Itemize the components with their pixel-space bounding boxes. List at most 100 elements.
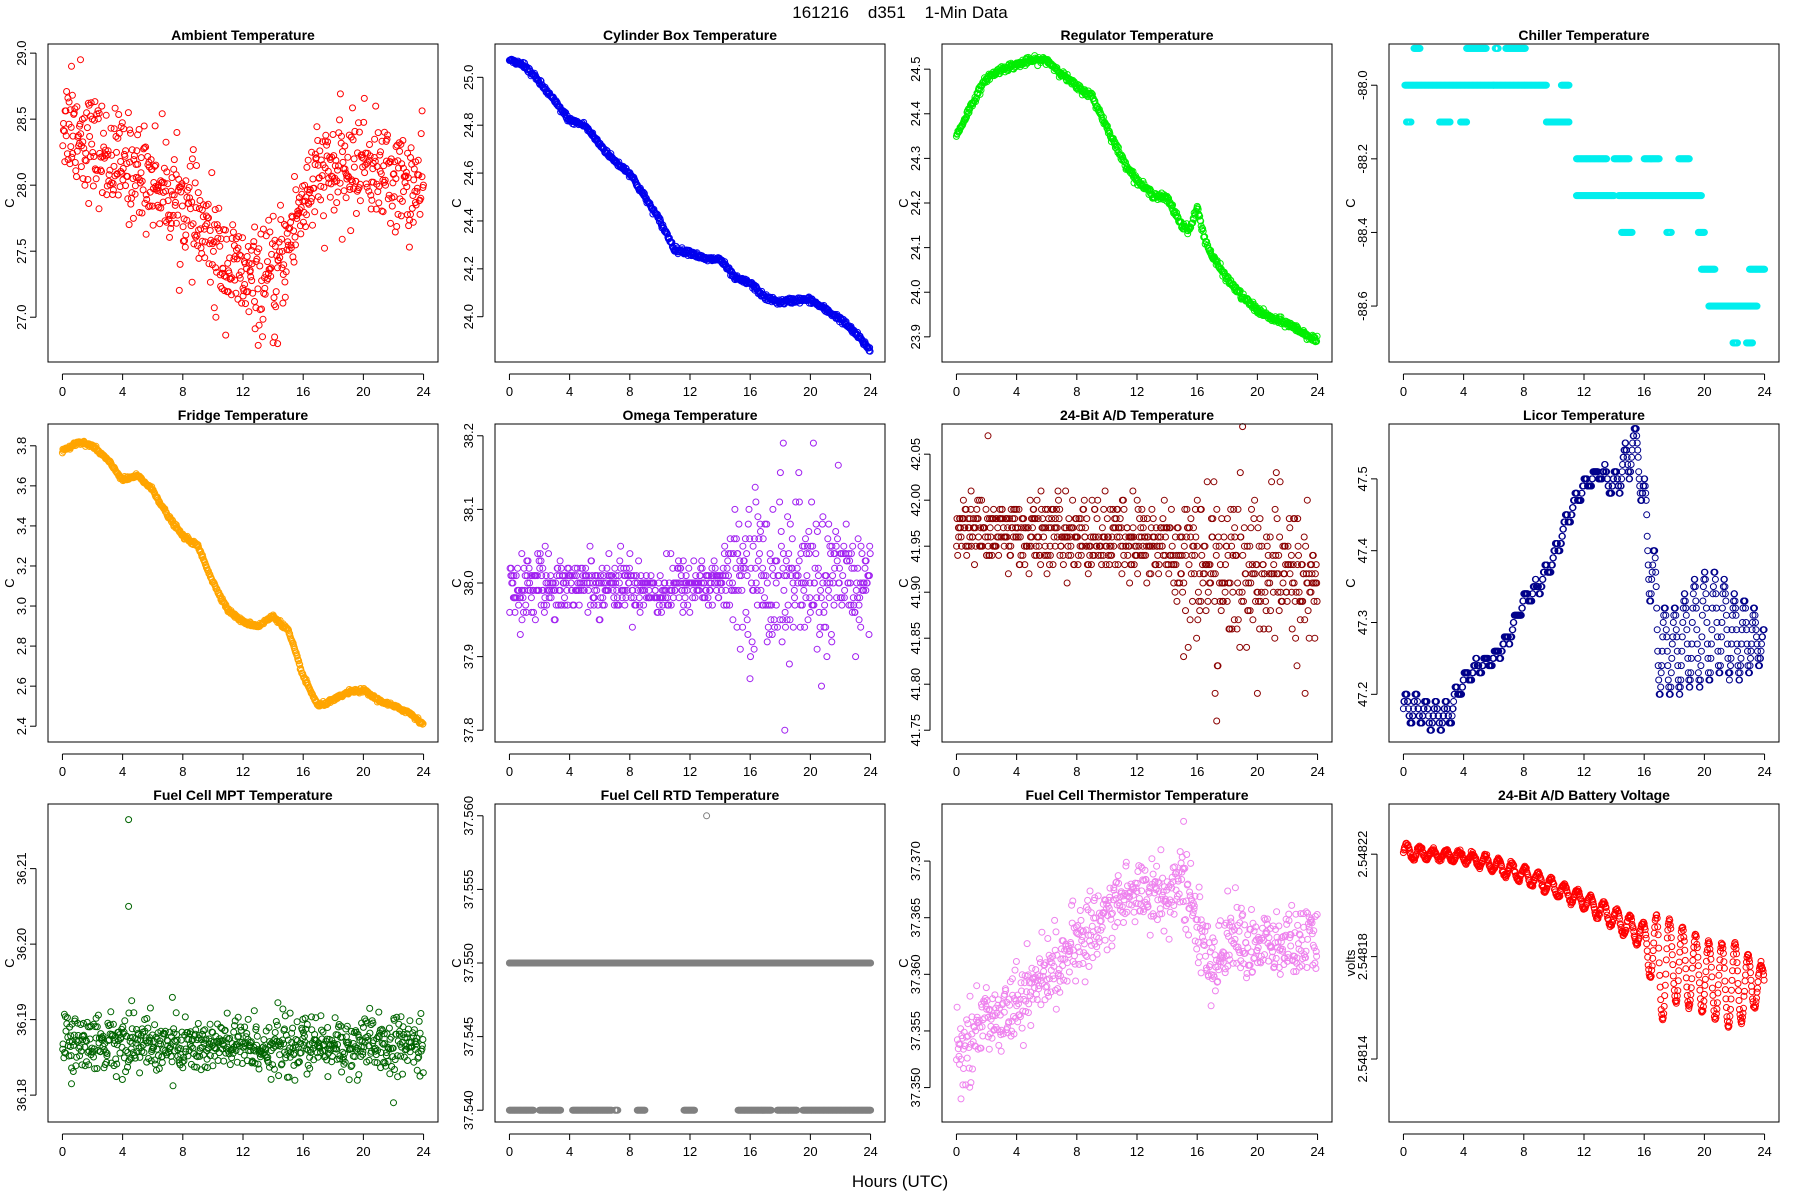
data-point bbox=[69, 132, 77, 140]
y-tick-label: 2.8 bbox=[14, 637, 29, 655]
x-tick-label: 12 bbox=[683, 384, 697, 399]
data-point bbox=[994, 524, 1002, 532]
data-point bbox=[83, 109, 91, 117]
data-point bbox=[193, 162, 200, 169]
data-point bbox=[349, 136, 357, 144]
data-point bbox=[216, 242, 224, 250]
data-point bbox=[89, 182, 97, 190]
data-point bbox=[78, 115, 86, 123]
data-point bbox=[238, 299, 246, 307]
data-point bbox=[266, 265, 274, 273]
data-point bbox=[176, 183, 184, 191]
data-point bbox=[352, 210, 360, 217]
x-axis: 0 4 8 12 16 20 24 bbox=[506, 373, 878, 399]
data-point bbox=[403, 183, 411, 191]
x-tick-label: 12 bbox=[236, 384, 250, 399]
data-point bbox=[279, 299, 287, 307]
data-point bbox=[1055, 515, 1063, 523]
data-point bbox=[206, 240, 214, 248]
data-point bbox=[127, 129, 134, 137]
data-point bbox=[522, 601, 530, 609]
data-point bbox=[374, 129, 382, 137]
data-point bbox=[292, 186, 300, 194]
data-point bbox=[206, 227, 214, 234]
data-point bbox=[212, 313, 220, 321]
data-point bbox=[291, 173, 298, 180]
data-point bbox=[179, 223, 187, 231]
data-point bbox=[365, 187, 373, 195]
data-point bbox=[786, 520, 794, 528]
x-tick-label: 0 bbox=[506, 384, 513, 399]
data-point bbox=[137, 154, 145, 162]
data-point bbox=[67, 143, 75, 151]
x-tick-label: 12 bbox=[683, 764, 697, 779]
data-point bbox=[309, 175, 317, 183]
data-point bbox=[1043, 570, 1051, 578]
data-point bbox=[308, 148, 316, 156]
data-point bbox=[205, 214, 212, 222]
data-point bbox=[405, 243, 413, 251]
data-point bbox=[299, 218, 307, 226]
data-point bbox=[191, 179, 199, 187]
data-point bbox=[266, 228, 274, 236]
data-point bbox=[202, 202, 210, 210]
data-point bbox=[317, 182, 325, 190]
data-point bbox=[172, 198, 179, 206]
data-point bbox=[236, 274, 244, 282]
data-point bbox=[332, 156, 340, 164]
data-point bbox=[407, 144, 415, 152]
data-point bbox=[518, 550, 526, 558]
data-point bbox=[813, 528, 821, 535]
data-point bbox=[982, 505, 990, 513]
data-points bbox=[58, 437, 427, 728]
data-point bbox=[375, 182, 383, 190]
data-point bbox=[239, 234, 246, 242]
data-point bbox=[79, 138, 87, 146]
data-point bbox=[407, 154, 414, 161]
data-point bbox=[804, 616, 812, 624]
data-point bbox=[685, 564, 693, 572]
data-point bbox=[74, 132, 82, 140]
y-tick-label: 37.8 bbox=[461, 718, 476, 743]
data-point bbox=[291, 233, 299, 241]
data-point bbox=[397, 140, 405, 148]
data-point bbox=[1037, 487, 1045, 495]
y-tick-label: -88.2 bbox=[1355, 144, 1370, 174]
data-point bbox=[336, 90, 344, 98]
data-point bbox=[129, 214, 137, 222]
data-point bbox=[113, 170, 121, 178]
x-tick-label: 16 bbox=[1190, 384, 1204, 399]
data-point bbox=[117, 158, 125, 165]
data-point bbox=[115, 129, 123, 137]
data-point bbox=[739, 542, 747, 550]
data-point bbox=[118, 169, 126, 177]
data-point bbox=[393, 223, 401, 230]
data-point bbox=[772, 579, 780, 587]
data-point bbox=[82, 157, 90, 165]
data-point bbox=[355, 119, 362, 127]
x-tick-label: 24 bbox=[1310, 384, 1324, 399]
data-point bbox=[1129, 487, 1137, 495]
data-point bbox=[754, 557, 762, 565]
data-point bbox=[417, 130, 425, 138]
data-point bbox=[201, 254, 209, 262]
data-point bbox=[541, 542, 549, 550]
x-tick-label: 8 bbox=[626, 764, 633, 779]
data-point bbox=[188, 278, 196, 286]
data-point bbox=[782, 557, 790, 565]
data-point bbox=[808, 498, 816, 506]
data-point bbox=[173, 129, 181, 136]
data-point bbox=[723, 564, 731, 572]
x-tick-label: 8 bbox=[1073, 384, 1080, 399]
data-point bbox=[668, 238, 676, 246]
data-point bbox=[708, 601, 716, 609]
data-point bbox=[317, 196, 325, 204]
data-point bbox=[414, 156, 422, 164]
data-point bbox=[137, 169, 145, 177]
data-point bbox=[806, 594, 814, 602]
y-tick-label: 3.8 bbox=[14, 437, 29, 455]
data-point bbox=[735, 520, 743, 528]
data-point bbox=[1039, 515, 1047, 523]
data-points bbox=[1401, 44, 1769, 347]
